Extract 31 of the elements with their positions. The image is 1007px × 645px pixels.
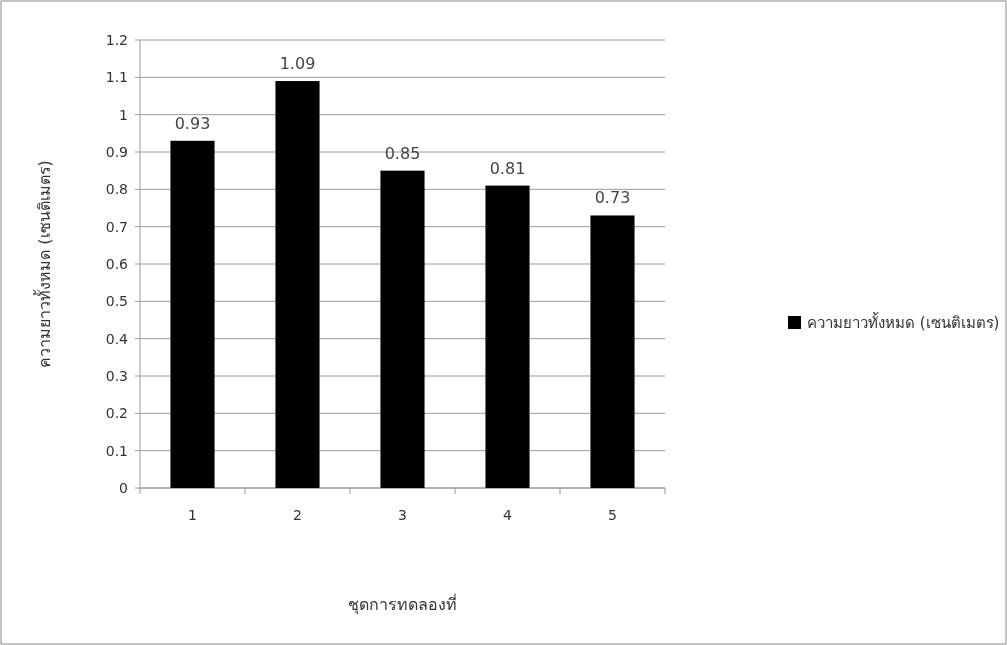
data-label: 0.85 — [384, 143, 421, 163]
x-tick-label: 4 — [503, 507, 513, 523]
y-tick-label: 1.1 — [105, 69, 128, 86]
data-label: 1.09 — [279, 54, 316, 74]
y-tick-label: 0.4 — [105, 330, 129, 347]
y-tick-label: 0.9 — [105, 144, 128, 160]
data-label: 0.93 — [174, 113, 211, 133]
y-tick-label: 0.2 — [105, 405, 128, 422]
x-tick-label: 2 — [293, 507, 302, 523]
y-tick-label: 0 — [119, 480, 128, 496]
y-tick-label: 0.8 — [105, 181, 128, 198]
y-tick-label: 1.2 — [105, 32, 128, 48]
x-tick-label: 1 — [188, 507, 197, 523]
data-label: 0.81 — [489, 158, 526, 178]
data-label: 0.73 — [594, 188, 631, 208]
x-tick-label: 5 — [608, 507, 617, 523]
x-axis-title: ชุดการทดลองที่ — [348, 593, 457, 615]
legend-label: ความยาวทั้งหมด (เซนติเมตร) — [807, 312, 1000, 332]
bar — [380, 170, 425, 488]
y-tick-label: 0.5 — [105, 293, 128, 310]
y-tick-label: 0.7 — [105, 218, 128, 235]
bar — [170, 140, 215, 488]
bar — [485, 185, 530, 488]
y-tick-label: 0.3 — [105, 368, 128, 384]
x-tick-label: 3 — [398, 507, 407, 523]
y-tick-label: 0.1 — [105, 442, 128, 459]
y-tick-label: 0.6 — [105, 256, 129, 272]
y-tick-label: 1 — [119, 106, 128, 123]
y-axis-title: ความยาวทั้งหมด (เซนติเมตร) — [33, 160, 54, 368]
bar — [590, 215, 635, 488]
bar — [275, 81, 320, 488]
